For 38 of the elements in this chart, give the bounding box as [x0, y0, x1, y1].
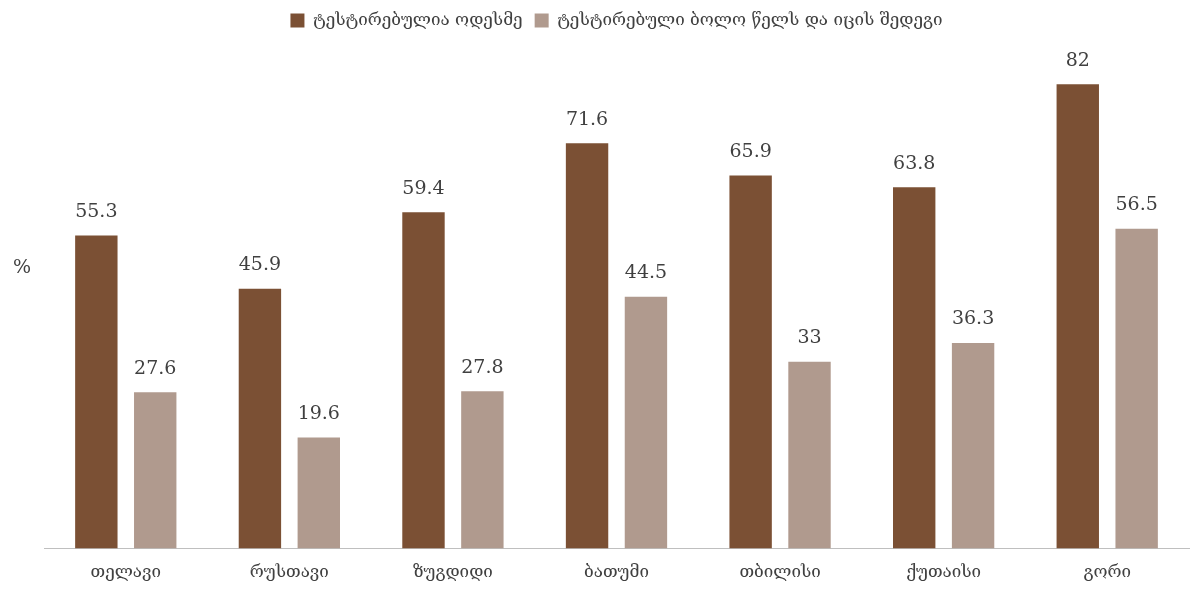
bar	[893, 187, 936, 549]
x-tick-label: ზუგდიდი	[413, 561, 493, 582]
x-tick-label: თბილისი	[739, 561, 821, 582]
bar	[402, 212, 445, 549]
data-label: 71.6	[565, 106, 609, 129]
data-label: 27.6	[134, 355, 177, 378]
data-label: 59.4	[402, 175, 445, 198]
bar	[1115, 228, 1158, 549]
bar	[134, 392, 177, 549]
data-label: 63.8	[893, 150, 936, 173]
data-label: 44.5	[624, 260, 668, 283]
data-label: 65.9	[729, 138, 772, 161]
data-label: 36.3	[951, 306, 995, 329]
legend-label: ტესტირებულია ოდესმე	[312, 8, 523, 29]
bar	[238, 288, 282, 549]
bar	[1056, 84, 1099, 549]
data-label: 27.8	[461, 354, 504, 377]
bar	[729, 175, 772, 549]
x-tick-label: ქუთაისი	[906, 561, 982, 582]
data-label: 56.5	[1115, 192, 1158, 215]
x-tick-label: ბათუმი	[584, 561, 649, 582]
bar	[461, 391, 504, 549]
bar	[624, 296, 668, 549]
data-label: 45.9	[238, 252, 282, 275]
x-tick-label: თელავი	[90, 561, 162, 582]
data-label: 55.3	[75, 198, 118, 221]
bar	[951, 343, 995, 549]
bar	[565, 143, 609, 549]
x-tick-label: რუსთავი	[249, 561, 329, 582]
x-tick-label: გორი	[1083, 561, 1131, 582]
bar	[297, 437, 340, 549]
data-label: 82	[1065, 47, 1090, 70]
data-label: 19.6	[297, 401, 340, 424]
y-axis-title: %	[12, 254, 32, 277]
bar	[788, 361, 831, 549]
bar	[75, 235, 118, 549]
data-label: 33	[797, 325, 822, 348]
legend-label: ტესტირებული ბოლო წელს და იცის შედეგი	[557, 8, 943, 29]
